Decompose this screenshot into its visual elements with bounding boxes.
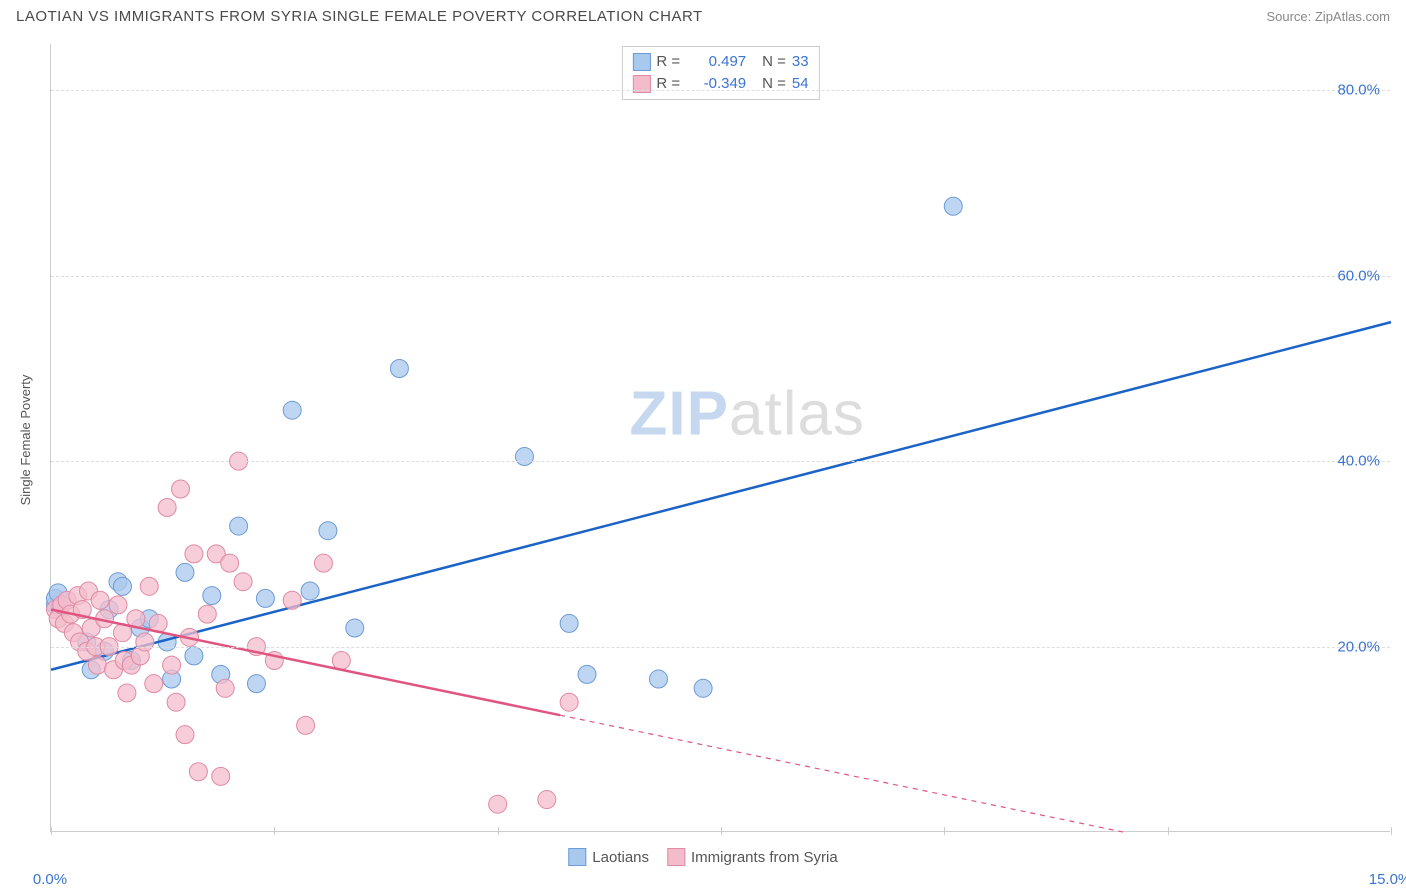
data-point bbox=[390, 359, 408, 377]
data-point bbox=[649, 670, 667, 688]
data-point bbox=[256, 589, 274, 607]
data-point bbox=[319, 522, 337, 540]
y-tick-label: 80.0% bbox=[1337, 82, 1380, 99]
chart-plot-area: R =0.497N =33R =-0.349N =54 ZIPatlas 20.… bbox=[50, 44, 1390, 832]
y-tick-label: 20.0% bbox=[1337, 638, 1380, 655]
data-point bbox=[538, 791, 556, 809]
data-point bbox=[145, 675, 163, 693]
gridline bbox=[51, 276, 1390, 277]
data-point bbox=[158, 499, 176, 517]
data-point bbox=[113, 577, 131, 595]
data-point bbox=[203, 587, 221, 605]
data-point bbox=[185, 647, 203, 665]
data-point bbox=[489, 795, 507, 813]
chart-header: LAOTIAN VS IMMIGRANTS FROM SYRIA SINGLE … bbox=[0, 0, 1406, 29]
legend-swatch bbox=[568, 848, 586, 866]
data-point bbox=[314, 554, 332, 572]
data-point bbox=[332, 651, 350, 669]
data-point bbox=[198, 605, 216, 623]
data-point bbox=[216, 679, 234, 697]
data-point bbox=[247, 675, 265, 693]
legend-swatch bbox=[667, 848, 685, 866]
data-point bbox=[172, 480, 190, 498]
data-point bbox=[88, 656, 106, 674]
data-point bbox=[578, 665, 596, 683]
legend-series-label: Immigrants from Syria bbox=[691, 849, 838, 866]
data-point bbox=[283, 401, 301, 419]
x-tick bbox=[944, 827, 945, 835]
data-point bbox=[515, 448, 533, 466]
y-axis-label: Single Female Poverty bbox=[18, 375, 33, 506]
data-point bbox=[109, 596, 127, 614]
gridline bbox=[51, 461, 1390, 462]
x-tick bbox=[1391, 827, 1392, 835]
data-point bbox=[91, 591, 109, 609]
gridline bbox=[51, 90, 1390, 91]
data-point bbox=[283, 591, 301, 609]
y-tick-label: 40.0% bbox=[1337, 453, 1380, 470]
x-tick bbox=[274, 827, 275, 835]
x-tick bbox=[498, 827, 499, 835]
x-tick-label: 0.0% bbox=[33, 871, 67, 888]
scatter-plot-svg bbox=[51, 44, 1390, 831]
legend-series-item: Laotians bbox=[568, 848, 649, 866]
trend-line-extrapolated bbox=[560, 715, 1123, 832]
x-tick-label: 15.0% bbox=[1369, 871, 1406, 888]
series-legend: Laotians Immigrants from Syria bbox=[568, 848, 837, 866]
legend-series-item: Immigrants from Syria bbox=[667, 848, 838, 866]
x-tick bbox=[51, 827, 52, 835]
data-point bbox=[163, 656, 181, 674]
data-point bbox=[136, 633, 154, 651]
y-tick-label: 60.0% bbox=[1337, 267, 1380, 284]
data-point bbox=[189, 763, 207, 781]
data-point bbox=[212, 767, 230, 785]
data-point bbox=[140, 577, 158, 595]
data-point bbox=[301, 582, 319, 600]
gridline bbox=[51, 647, 1390, 648]
data-point bbox=[234, 573, 252, 591]
data-point bbox=[694, 679, 712, 697]
data-point bbox=[185, 545, 203, 563]
data-point bbox=[118, 684, 136, 702]
data-point bbox=[176, 726, 194, 744]
data-point bbox=[346, 619, 364, 637]
legend-series-label: Laotians bbox=[592, 849, 649, 866]
trend-line bbox=[51, 322, 1391, 670]
data-point bbox=[560, 614, 578, 632]
chart-title: LAOTIAN VS IMMIGRANTS FROM SYRIA SINGLE … bbox=[16, 8, 703, 25]
data-point bbox=[167, 693, 185, 711]
x-tick bbox=[1168, 827, 1169, 835]
data-point bbox=[176, 563, 194, 581]
data-point bbox=[230, 517, 248, 535]
chart-source: Source: ZipAtlas.com bbox=[1266, 9, 1390, 24]
data-point bbox=[560, 693, 578, 711]
data-point bbox=[297, 716, 315, 734]
data-point bbox=[944, 197, 962, 215]
x-tick bbox=[721, 827, 722, 835]
data-point bbox=[221, 554, 239, 572]
